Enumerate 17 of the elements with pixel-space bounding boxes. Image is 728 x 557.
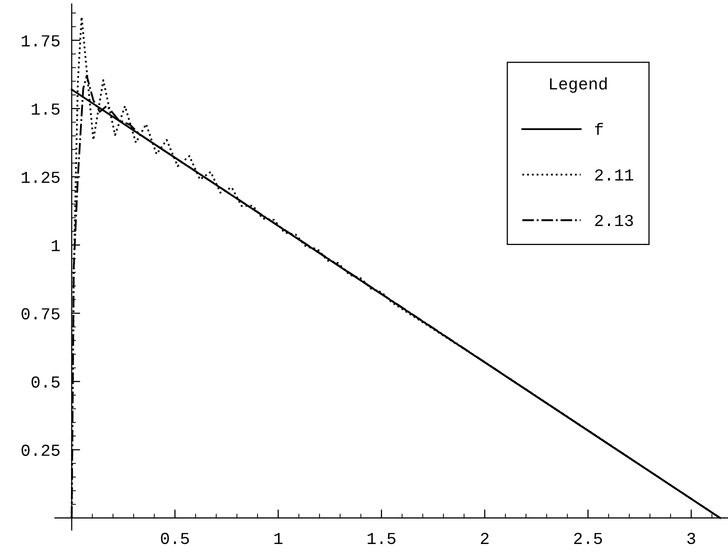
x-tick-label: 2: [480, 532, 489, 544]
y-tick-label: 0.25: [22, 444, 60, 456]
x-tick-label: 3: [687, 532, 696, 544]
legend-label: 2.13: [595, 214, 633, 226]
x-tick-label: 1.5: [368, 532, 396, 544]
y-tick-label: 0.5: [32, 376, 60, 388]
y-tick-label: 0.75: [22, 308, 60, 320]
y-tick-label: 1.5: [32, 104, 60, 115]
legend-title: Legend: [550, 77, 607, 93]
legend-label: 2.11: [595, 169, 634, 180]
x-tick-label: 1: [274, 532, 282, 544]
legend-label: f: [595, 122, 603, 135]
y-tick-label: 1.25: [22, 172, 60, 183]
y-tick-label: 1: [52, 240, 60, 252]
y-tick-label: 1.75: [22, 35, 60, 47]
x-tick-label: 0.5: [160, 532, 189, 544]
x-tick-label: 2.5: [574, 532, 602, 544]
